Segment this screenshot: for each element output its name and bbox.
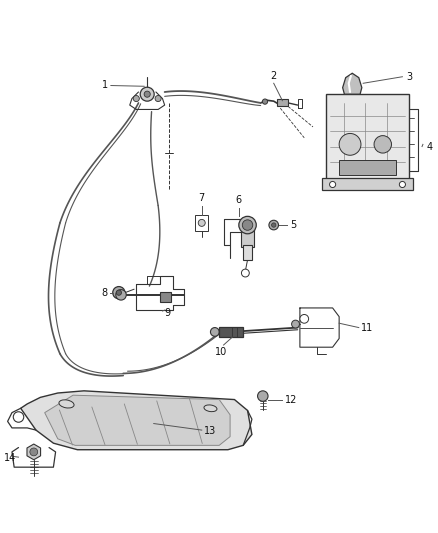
- Bar: [160, 292, 171, 302]
- Text: 13: 13: [204, 426, 216, 437]
- Circle shape: [399, 181, 406, 188]
- Circle shape: [269, 220, 279, 230]
- Bar: [326, 94, 409, 179]
- Circle shape: [241, 269, 249, 277]
- Circle shape: [144, 91, 150, 97]
- Bar: [277, 100, 288, 107]
- Circle shape: [198, 220, 205, 227]
- Text: 6: 6: [235, 196, 241, 205]
- Text: 10: 10: [215, 347, 227, 357]
- Text: 9: 9: [165, 308, 171, 318]
- Circle shape: [133, 95, 139, 102]
- Circle shape: [113, 287, 125, 299]
- Circle shape: [262, 99, 268, 104]
- Text: 7: 7: [198, 193, 205, 203]
- Circle shape: [211, 328, 219, 336]
- Bar: [243, 245, 252, 260]
- Text: 5: 5: [290, 220, 296, 230]
- Polygon shape: [45, 395, 230, 446]
- Circle shape: [242, 220, 253, 230]
- Circle shape: [13, 412, 24, 422]
- Ellipse shape: [204, 405, 217, 411]
- Bar: [219, 327, 243, 337]
- Ellipse shape: [59, 400, 74, 408]
- Circle shape: [300, 314, 309, 323]
- Circle shape: [329, 181, 336, 188]
- Circle shape: [116, 289, 126, 300]
- Text: 1: 1: [102, 80, 108, 91]
- Text: 14: 14: [4, 454, 16, 464]
- Text: 12: 12: [285, 394, 297, 405]
- Text: 3: 3: [407, 72, 413, 82]
- Circle shape: [258, 391, 268, 401]
- Bar: [241, 223, 254, 247]
- Circle shape: [339, 133, 361, 155]
- Polygon shape: [21, 391, 252, 450]
- Polygon shape: [27, 444, 41, 460]
- Circle shape: [272, 223, 276, 227]
- Text: 4: 4: [427, 142, 432, 151]
- Circle shape: [30, 448, 38, 456]
- Circle shape: [374, 135, 392, 153]
- Circle shape: [155, 95, 161, 102]
- Bar: [339, 159, 396, 175]
- Bar: [195, 215, 208, 231]
- Circle shape: [292, 320, 300, 328]
- Text: 2: 2: [271, 71, 277, 81]
- Bar: [321, 178, 413, 190]
- Circle shape: [140, 87, 154, 101]
- Circle shape: [116, 290, 121, 295]
- Text: 8: 8: [102, 288, 108, 297]
- Circle shape: [239, 216, 256, 234]
- Text: 11: 11: [361, 322, 373, 333]
- Polygon shape: [343, 73, 362, 94]
